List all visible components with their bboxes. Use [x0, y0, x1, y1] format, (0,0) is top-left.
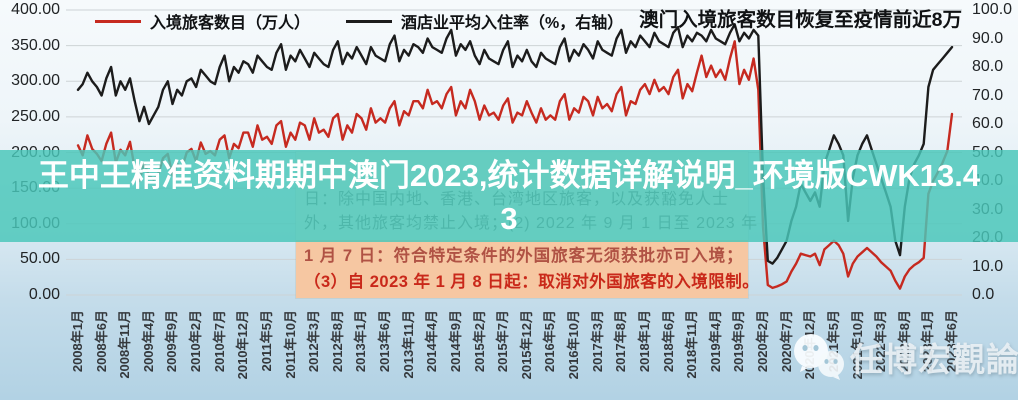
x-axis-tick: 2014年4月: [424, 310, 440, 373]
x-axis-tick: 2019年4月: [707, 310, 723, 373]
x-axis-tick: 2011年10月: [282, 310, 298, 379]
left-axis-tick: 250.00: [11, 107, 60, 125]
x-axis-tick: 2012年3月: [306, 310, 322, 373]
chart-legend: 入境旅客数目（万人） 酒店业平均入住率（%，右轴）: [95, 9, 623, 33]
x-axis-tick: 2013年11月: [400, 310, 416, 379]
x-axis-tick: 2010年2月: [188, 310, 204, 373]
x-axis-tick: 2016年10月: [566, 310, 582, 380]
x-axis-tick: 2017年3月: [589, 310, 605, 373]
x-axis-tick: 2009年9月: [164, 310, 180, 373]
right-axis-tick: 90.0: [972, 29, 1004, 47]
annotation-line-4: （3）自 2023 年 1 月 8 日起：取消对外国旅客的入境限制。: [304, 273, 760, 291]
right-axis-tick: 60.0: [972, 115, 1004, 132]
watermark-banner-text: 王中王精准资料期期中澳门2023,统计数据详解说明_环境版CWK13.4 3: [0, 152, 1018, 238]
annotation-line-3: 1 月 7 日：符合特定条件的外国旅客无须获批亦可入境；: [304, 247, 744, 265]
x-axis-tick: 2014年9月: [447, 310, 463, 373]
legend-label-occupancy: 酒店业平均入住率（%，右轴）: [401, 15, 624, 32]
banner-text-line-2: 3: [500, 201, 518, 236]
x-axis-tick: 2016年5月: [542, 310, 558, 373]
legend-label-arrivals: 入境旅客数目（万人）: [150, 15, 311, 32]
x-axis-tick: 2017年8月: [613, 310, 629, 373]
left-axis-tick: 400.00: [11, 1, 60, 18]
left-axis-tick: 350.00: [11, 36, 60, 54]
wechat-icon: [794, 334, 844, 380]
series-visitor-arrivals: [76, 40, 954, 290]
watermark: 任博宏觀論道: [790, 330, 1018, 384]
left-axis-tick: 300.00: [11, 72, 60, 90]
x-axis-tick: 2018年11月: [684, 310, 700, 379]
x-axis-tick: 2008年1月: [70, 310, 85, 373]
x-axis-tick: 2008年6月: [93, 310, 109, 373]
left-axis-tick: 50.00: [19, 250, 60, 268]
x-axis-tick: 2015年12月: [518, 310, 534, 380]
x-axis-tick: 2009年4月: [140, 310, 156, 373]
right-axis-tick: 10.0: [972, 257, 1004, 275]
x-axis-tick: 2015年2月: [471, 310, 487, 373]
x-axis-tick: 2018年1月: [636, 310, 652, 373]
x-axis-tick: 2018年6月: [660, 310, 676, 373]
right-axis-tick: 80.0: [972, 58, 1004, 75]
watermark-banner-band: [0, 150, 1018, 242]
right-axis-tick: 0.0: [972, 286, 995, 303]
right-axis-tick: 70.0: [972, 86, 1004, 104]
x-axis-tick: 2010年7月: [211, 310, 227, 373]
x-axis-tick: 2012年8月: [329, 310, 345, 373]
banner-text-line-1: 王中王精准资料期期中澳门2023,统计数据详解说明_环境版CWK13.4: [37, 158, 981, 193]
left-axis-tick: 0.00: [28, 286, 60, 303]
x-axis-tick: 2013年1月: [353, 310, 369, 373]
x-axis-tick: 2019年9月: [731, 310, 747, 373]
x-axis-tick: 2020年2月: [755, 310, 771, 373]
watermark-text: 任博宏觀論道: [850, 341, 1018, 378]
x-axis-tick: 2013年6月: [377, 310, 393, 373]
x-axis-tick: 2008年11月: [117, 310, 133, 379]
annotation-bottom-section: 1 月 7 日：符合特定条件的外国旅客无须获批亦可入境； （3）自 2023 年…: [296, 240, 760, 298]
x-axis-tick: 2015年7月: [495, 310, 511, 373]
legend-red-line-icon: [95, 19, 141, 23]
x-axis-tick: 2011年5月: [258, 310, 274, 372]
chart-title: 澳门入境旅客数目恢复至疫情前近8万: [639, 9, 962, 31]
legend-black-line-icon: [346, 19, 393, 23]
x-axis-tick: 2010年12月: [235, 310, 251, 380]
right-axis-tick: 100.0: [972, 1, 1013, 18]
